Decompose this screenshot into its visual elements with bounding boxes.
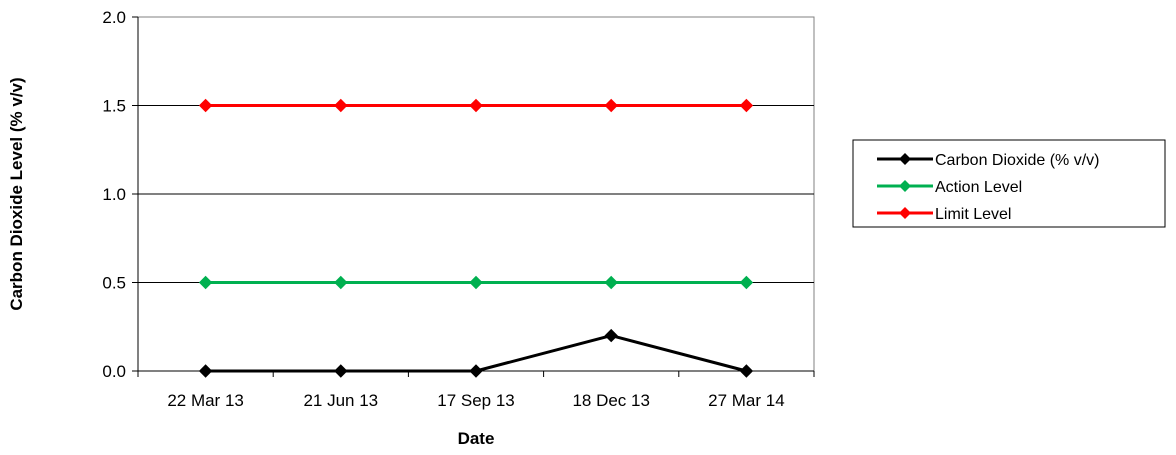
- legend-label: Carbon Dioxide (% v/v): [935, 152, 1100, 169]
- data-point: [469, 98, 483, 113]
- y-tick-label: 1.0: [102, 185, 126, 204]
- y-axis-title: Carbon Dioxide Level (% v/v): [7, 77, 26, 310]
- data-point: [198, 98, 213, 113]
- series-group: [198, 98, 754, 378]
- legend-item: Carbon Dioxide (% v/v): [877, 152, 1100, 169]
- y-tick-label: 0.5: [102, 274, 126, 293]
- y-tick-label: 0.0: [102, 362, 126, 381]
- x-tick-label: 27 Mar 14: [708, 391, 785, 410]
- data-point: [334, 98, 348, 113]
- legend: Carbon Dioxide (% v/v) Action Level Limit …: [852, 139, 1166, 228]
- x-tick-label: 21 Jun 13: [303, 391, 378, 410]
- x-tick-label: 18 Dec 13: [572, 391, 650, 410]
- data-point: [604, 98, 618, 113]
- legend-swatch-marker: [899, 207, 911, 219]
- x-axis-title: Date: [458, 429, 495, 448]
- data-point: [469, 364, 483, 378]
- data-point: [198, 275, 213, 290]
- legend-item: Action Level: [877, 179, 1022, 196]
- legend-label: Action Level: [935, 179, 1022, 196]
- x-tick-label: 22 Mar 13: [167, 391, 244, 410]
- data-point: [469, 275, 483, 290]
- y-tick-label: 2.0: [102, 8, 126, 27]
- data-point: [739, 98, 754, 113]
- legend-swatch-marker: [899, 153, 911, 165]
- y-tick-label: 1.5: [102, 97, 126, 116]
- legend-label: Limit Level: [935, 206, 1011, 223]
- data-point: [334, 364, 348, 378]
- data-point: [604, 328, 618, 343]
- data-point: [739, 275, 754, 290]
- data-point: [604, 275, 618, 290]
- legend-swatch-marker: [899, 180, 911, 192]
- data-point: [334, 275, 348, 290]
- legend-item: Limit Level: [877, 206, 1011, 223]
- data-point: [739, 364, 754, 378]
- x-tick-label: 17 Sep 13: [437, 391, 515, 410]
- data-point: [198, 364, 213, 378]
- y-axis-ticks: 0.0 0.5 1.0 1.5 2.0: [102, 8, 139, 381]
